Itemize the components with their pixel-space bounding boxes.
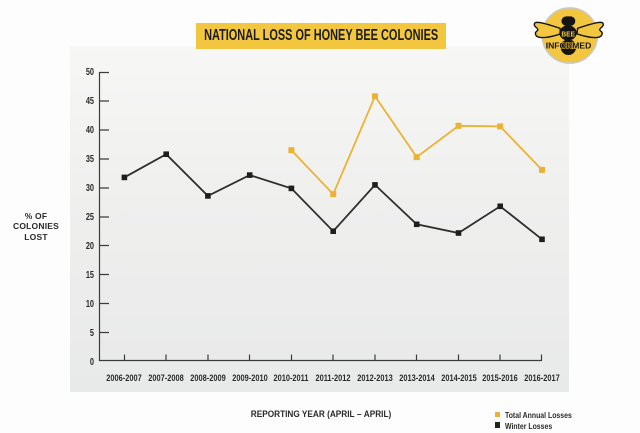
svg-text:INFORMED: INFORMED	[546, 41, 592, 50]
svg-text:BEE: BEE	[561, 29, 575, 38]
